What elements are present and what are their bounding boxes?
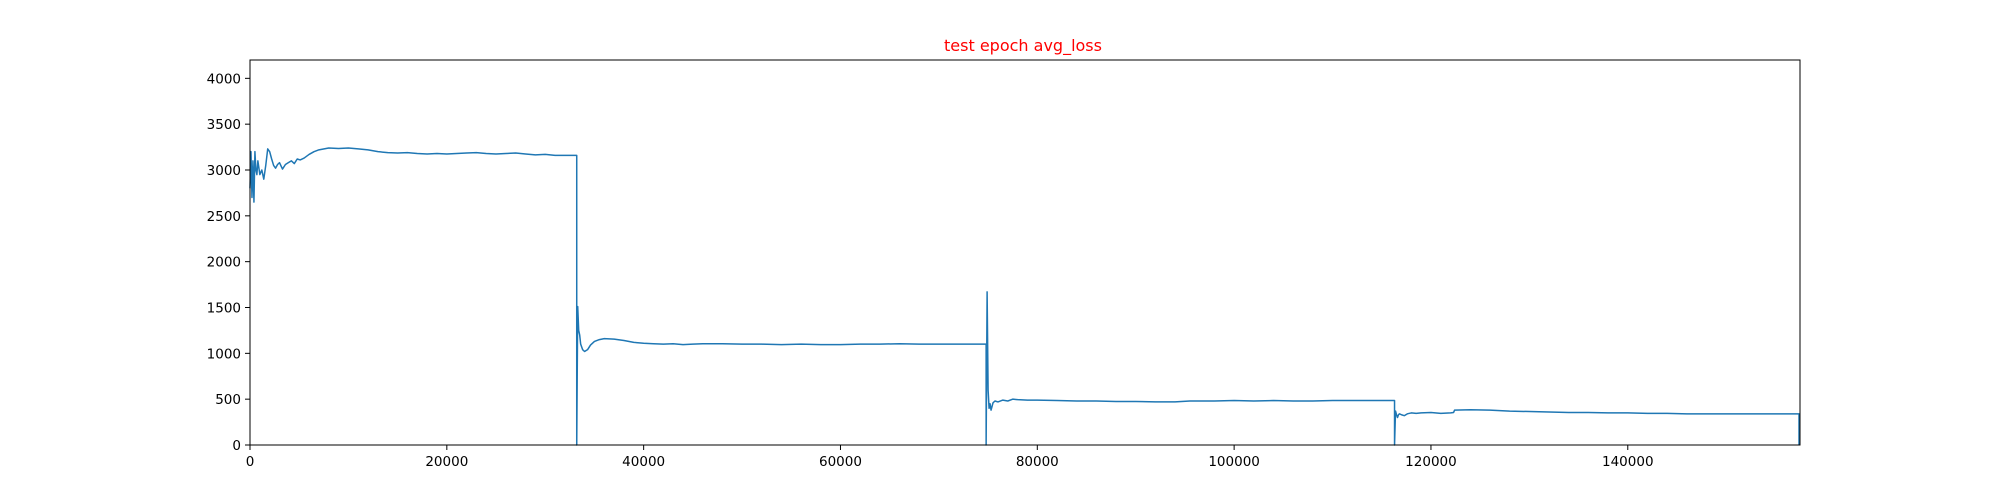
y-tick-label: 2500 <box>207 209 241 225</box>
y-tick-label: 0 <box>232 438 241 454</box>
x-tick-label: 120000 <box>1405 454 1457 470</box>
y-tick-label: 1000 <box>207 346 241 362</box>
x-tick-label: 20000 <box>425 454 468 470</box>
y-tick-label: 500 <box>215 392 241 408</box>
y-tick-label: 1500 <box>207 301 241 317</box>
y-tick-label: 4000 <box>207 71 241 87</box>
x-tick-label: 0 <box>246 454 255 470</box>
x-tick-label: 140000 <box>1602 454 1654 470</box>
x-tick-label: 40000 <box>622 454 665 470</box>
y-tick-label: 2000 <box>207 255 241 271</box>
chart-title: test epoch avg_loss <box>944 36 1102 56</box>
y-tick-label: 3000 <box>207 163 241 179</box>
axes-layer: 0 20000 40000 60000 80000 100000 120000 140000 0… <box>207 71 1654 470</box>
series-layer <box>249 147 1800 446</box>
x-tick-label: 100000 <box>1208 454 1260 470</box>
plot-frame <box>249 59 1801 446</box>
series-line-0 <box>249 147 1800 446</box>
x-tick-label: 80000 <box>1016 454 1059 470</box>
y-tick-label: 3500 <box>207 117 241 133</box>
x-tick-label: 60000 <box>819 454 862 470</box>
